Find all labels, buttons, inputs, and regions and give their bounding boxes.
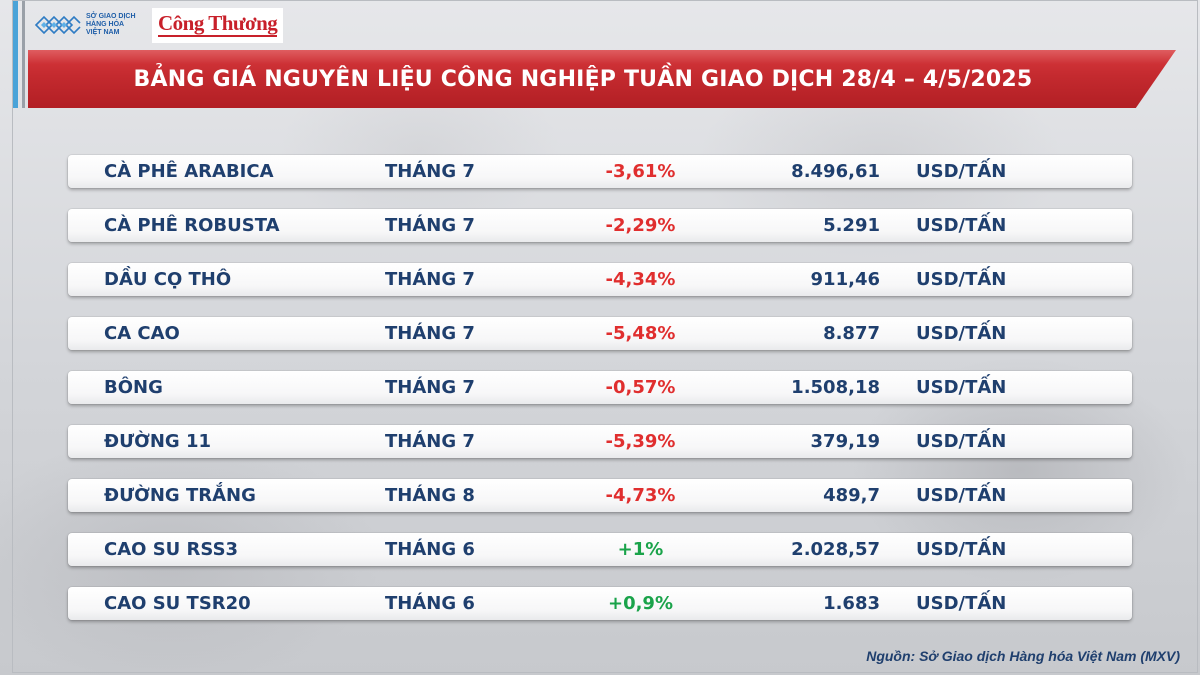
table-row: CAO SU TSR20 THÁNG 6 +0,9% 1.683 USD/TẤN [68,587,1132,620]
price-change: -2,29% [605,215,676,236]
table-row: CÀ PHÊ ARABICA THÁNG 7 -3,61% 8.496,61 U… [68,155,1132,188]
table-row: ĐƯỜNG 11 THÁNG 7 -5,39% 379,19 USD/TẤN [68,425,1132,458]
mxv-logo-text: SỞ GIAO DỊCH HÀNG HÓA VIỆT NAM [86,13,136,36]
price-value: 489,7 [823,485,880,506]
contract-month: THÁNG 6 [385,539,475,560]
accent-stripe-secondary [22,0,25,108]
congthuong-logo-underline [158,34,278,37]
price-change: +0,9% [607,593,673,614]
price-unit: USD/TẤN [916,485,1007,506]
contract-month: THÁNG 7 [385,323,475,344]
commodity-name: CAO SU TSR20 [104,593,251,614]
contract-month: THÁNG 7 [385,161,475,182]
price-unit: USD/TẤN [916,161,1007,182]
price-value: 379,19 [810,431,880,452]
congthuong-logo: Công Thương [152,7,284,43]
logo-area: SỞ GIAO DỊCH HÀNG HÓA VIỆT NAM Công Thươ… [32,7,284,43]
contract-month: THÁNG 8 [385,485,475,506]
price-change: -3,61% [605,161,676,182]
price-change: -0,57% [605,377,676,398]
price-unit: USD/TẤN [916,539,1007,560]
price-value: 8.496,61 [791,161,880,182]
commodity-name: DẦU CỌ THÔ [104,269,232,290]
table-row: CA CAO THÁNG 7 -5,48% 8.877 USD/TẤN [68,317,1132,350]
price-table: CÀ PHÊ ARABICA THÁNG 7 -3,61% 8.496,61 U… [68,155,1132,641]
price-change: -4,34% [605,269,676,290]
table-row: CAO SU RSS3 THÁNG 6 +1% 2.028,57 USD/TẤN [68,533,1132,566]
source-caption: Nguồn: Sở Giao dịch Hàng hóa Việt Nam (M… [866,648,1180,664]
commodity-name: ĐƯỜNG 11 [104,431,211,452]
contract-month: THÁNG 7 [385,215,475,236]
price-unit: USD/TẤN [916,377,1007,398]
price-value: 8.877 [823,323,880,344]
price-unit: USD/TẤN [916,431,1007,452]
price-unit: USD/TẤN [916,593,1007,614]
price-unit: USD/TẤN [916,323,1007,344]
commodity-name: ĐƯỜNG TRẮNG [104,485,256,506]
price-value: 911,46 [810,269,880,290]
table-row: ĐƯỜNG TRẮNG THÁNG 8 -4,73% 489,7 USD/TẤN [68,479,1132,512]
price-change: -4,73% [605,485,676,506]
price-value: 1.508,18 [791,377,880,398]
price-change: +1% [617,539,664,560]
table-row: DẦU CỌ THÔ THÁNG 7 -4,34% 911,46 USD/TẤN [68,263,1132,296]
price-unit: USD/TẤN [916,215,1007,236]
price-unit: USD/TẤN [916,269,1007,290]
table-row: CÀ PHÊ ROBUSTA THÁNG 7 -2,29% 5.291 USD/… [68,209,1132,242]
mxv-logo-icon [34,15,81,35]
title-banner [28,50,1176,108]
commodity-name: CÀ PHÊ ARABICA [104,161,274,182]
price-value: 5.291 [823,215,880,236]
commodity-name: BÔNG [104,377,163,398]
contract-month: THÁNG 7 [385,377,475,398]
accent-stripe [12,0,18,108]
price-change: -5,48% [605,323,676,344]
commodity-name: CAO SU RSS3 [104,539,239,560]
commodity-name: CÀ PHÊ ROBUSTA [104,215,280,236]
contract-month: THÁNG 7 [385,269,475,290]
title-banner-highlight [28,50,1176,64]
price-value: 2.028,57 [791,539,880,560]
contract-month: THÁNG 7 [385,431,475,452]
page-title: BẢNG GIÁ NGUYÊN LIỆU CÔNG NGHIỆP TUẦN GI… [133,66,1033,92]
contract-month: THÁNG 6 [385,593,475,614]
congthuong-logo-text: Công Thương [158,10,278,35]
price-value: 1.683 [823,593,880,614]
commodity-name: CA CAO [104,323,180,344]
price-change: -5,39% [605,431,676,452]
table-row: BÔNG THÁNG 7 -0,57% 1.508,18 USD/TẤN [68,371,1132,404]
